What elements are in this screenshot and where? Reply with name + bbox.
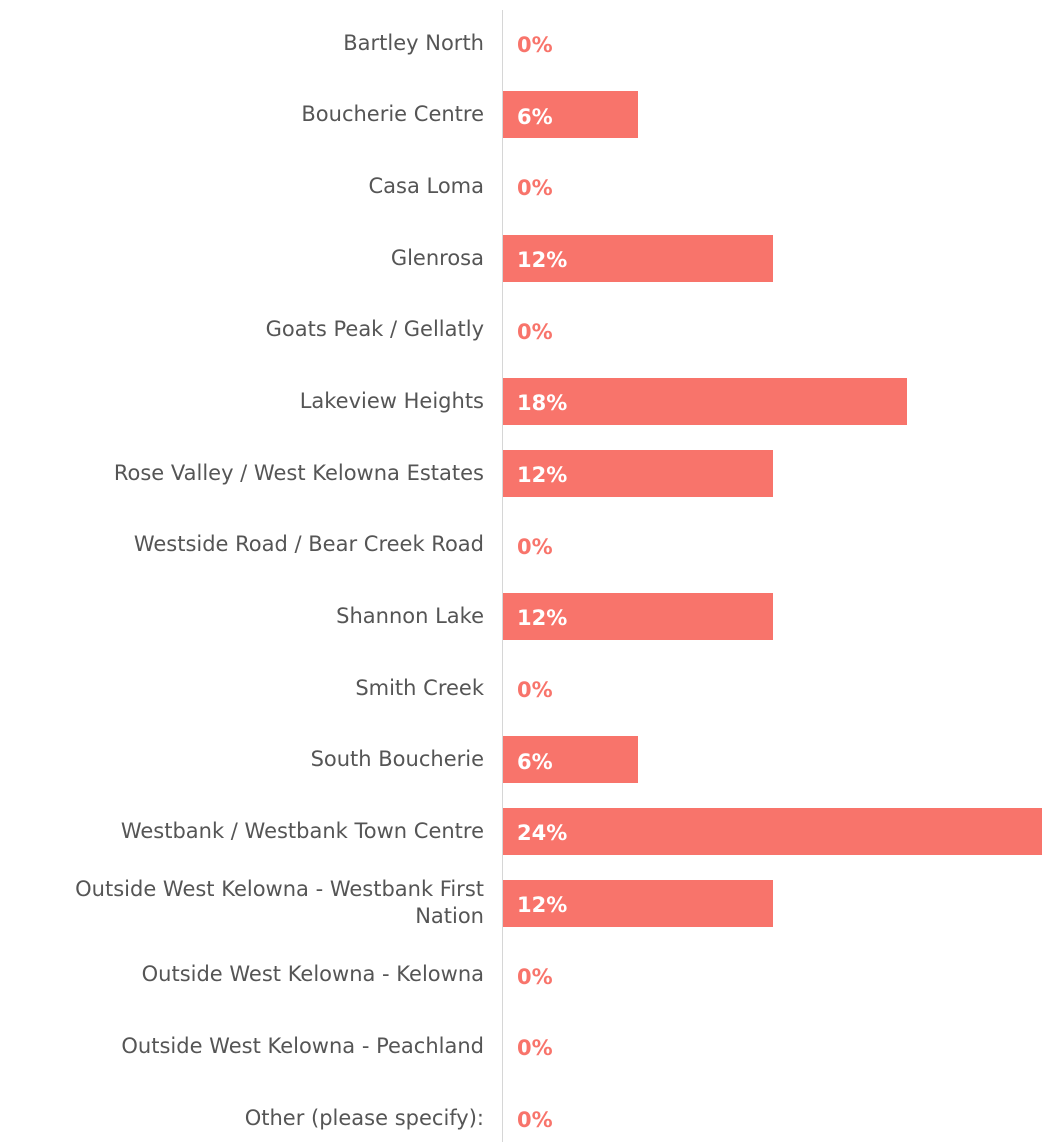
bar [503,449,773,497]
value-label: 24% [517,821,568,846]
bar [503,377,908,425]
category-label: Shannon Lake [336,603,484,628]
value-label: 6% [517,104,553,129]
axis-line [502,10,503,1142]
value-label: 18% [517,391,568,416]
category-label: Lakeview Heights [299,388,484,413]
value-label: 12% [517,893,568,918]
value-label: 0% [517,319,553,344]
value-label: 6% [517,749,553,774]
category-label: Glenrosa [390,245,484,270]
value-label: 0% [517,33,553,57]
bar [503,879,773,927]
value-label: 0% [517,1108,553,1133]
value-label: 0% [517,678,553,703]
category-label: South Boucherie [310,747,484,772]
category-label: Rose Valley / West Kelowna Estates [113,460,484,485]
bar [503,592,773,640]
bar [503,234,773,282]
category-label: Westbank / Westbank Town Centre [120,818,484,843]
category-label: Outside West Kelowna - Peachland [121,1033,484,1058]
value-label: 0% [517,964,553,989]
category-label: Smith Creek [355,675,484,700]
bar [503,91,638,139]
bar [503,736,638,784]
category-label: Other (please specify): [244,1105,484,1130]
value-label: 12% [517,248,568,272]
value-label: 12% [517,463,568,488]
category-label: Westside Road / Bear Creek Road [133,532,484,557]
value-label: 12% [517,606,568,631]
value-label: 0% [517,1036,553,1061]
category-label: Outside West Kelowna - Kelowna [141,962,484,987]
category-label: Goats Peak / Gellatly [265,317,484,342]
value-label: 0% [517,176,553,201]
category-label: Bartley North [343,30,484,55]
bar [503,807,1042,855]
value-label: 0% [517,534,553,559]
category-label: Outside West Kelowna - Westbank First Na… [75,877,484,929]
category-label: Casa Loma [368,173,484,198]
category-label: Boucherie Centre [301,102,484,127]
